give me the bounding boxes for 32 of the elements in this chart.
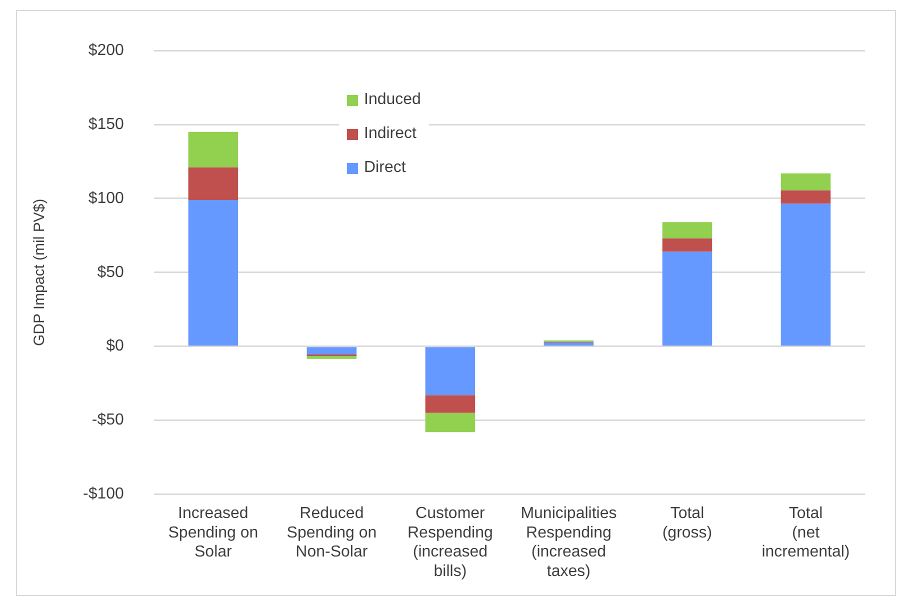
- x-tick-label: Reduced Spending on Non-Solar: [286, 505, 377, 561]
- y-tick-label: $100: [88, 190, 124, 207]
- legend-label: Induced: [364, 91, 421, 109]
- bar: [425, 412, 476, 432]
- x-tick-label: Total (net incremental): [762, 505, 850, 561]
- x-tick-label: Customer Respending (increased bills): [408, 505, 493, 580]
- bar: [662, 222, 712, 238]
- bar: [780, 190, 831, 204]
- bar: [425, 395, 476, 413]
- bar: [780, 204, 831, 346]
- bar: [188, 167, 238, 200]
- y-tick-label: -$100: [83, 486, 124, 503]
- legend-label: Direct: [364, 159, 406, 177]
- bar: [188, 200, 238, 346]
- bar: [188, 132, 238, 168]
- bar: [306, 356, 357, 359]
- x-tick-label: Municipalities Respending (increased taxes): [520, 505, 617, 580]
- bar: [425, 347, 476, 396]
- x-tick-label: Increased Spending on Solar: [168, 505, 258, 561]
- x-tick-label: Total (gross): [662, 505, 712, 542]
- bar: [544, 342, 594, 346]
- y-tick-label: $50: [97, 264, 124, 281]
- bar: [662, 252, 712, 346]
- bar: [780, 173, 831, 190]
- bar: [306, 347, 357, 354]
- y-tick-label: -$50: [92, 412, 124, 429]
- legend-label: Indirect: [364, 125, 416, 143]
- y-tick-label: $0: [106, 338, 124, 355]
- y-tick-label: $200: [88, 42, 124, 60]
- y-tick-label: $150: [88, 116, 124, 133]
- y-axis-title: GDP Impact (mil PV$): [31, 198, 48, 346]
- bar: [662, 238, 712, 252]
